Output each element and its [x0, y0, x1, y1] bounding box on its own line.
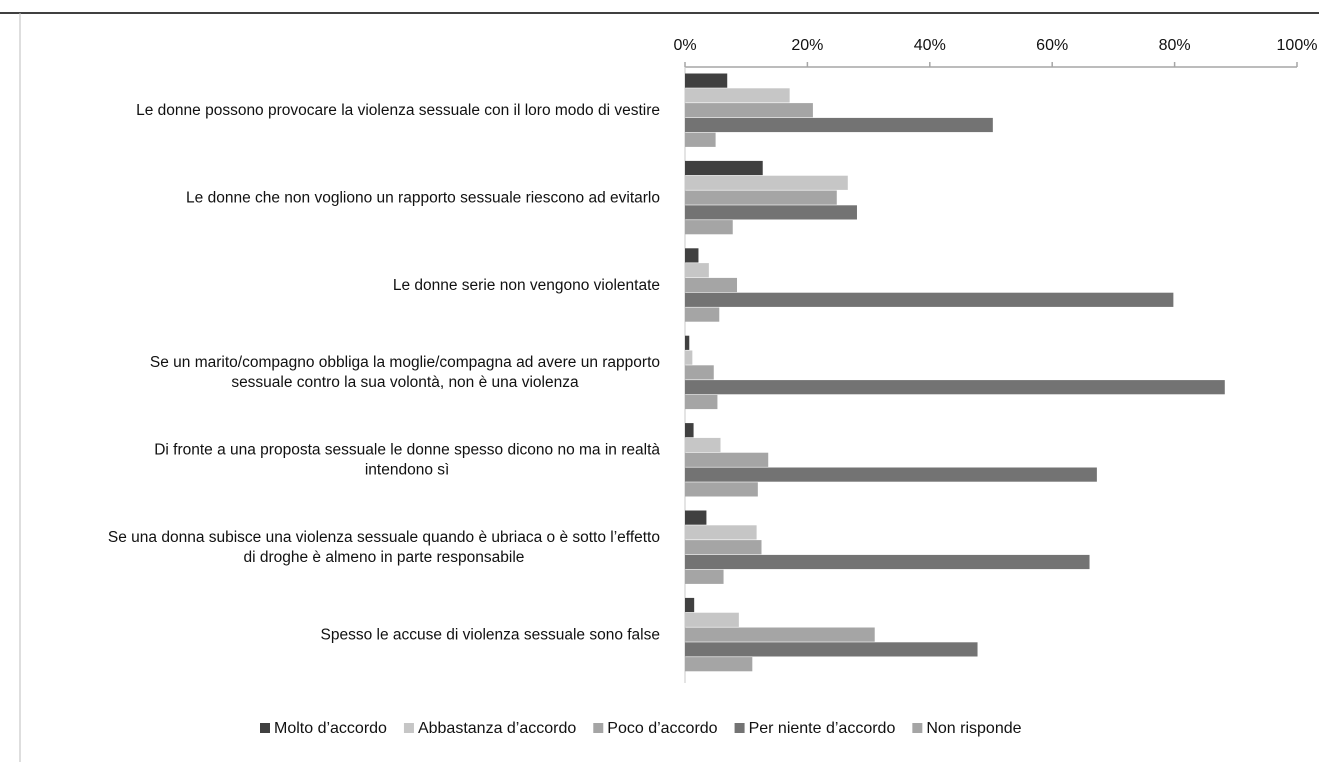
bar [685, 394, 718, 410]
bar [685, 554, 1090, 570]
category-label: Spesso le accuse di violenza sessuale so… [321, 626, 660, 643]
bar [685, 642, 978, 657]
bar [685, 482, 758, 497]
category-label: Se una donna subisce una violenza sessua… [108, 529, 660, 546]
legend-label: Non risponde [926, 720, 1021, 737]
category-label: sessuale contro la sua volontà, non è un… [231, 374, 579, 391]
bar [685, 423, 694, 438]
bar [685, 292, 1174, 307]
legend-swatch [734, 723, 745, 733]
x-tick-label: 40% [914, 37, 946, 54]
category-label: di droghe è almeno in parte responsabile [243, 549, 524, 566]
x-tick-label: 0% [673, 37, 696, 54]
legend-swatch [912, 723, 923, 733]
category-label: Le donne possono provocare la violenza s… [136, 102, 660, 119]
bar [685, 569, 724, 584]
x-tick-label: 100% [1277, 37, 1318, 54]
legend-swatch [593, 723, 604, 733]
category-labels: Le donne possono provocare la violenza s… [108, 102, 660, 643]
x-tick-label: 20% [791, 37, 823, 54]
bar [685, 540, 762, 555]
category-label: Le donne serie non vengono violentate [393, 277, 660, 294]
x-tick-label: 80% [1159, 37, 1191, 54]
legend-swatch [260, 723, 270, 733]
bar [685, 103, 813, 118]
bar [685, 117, 993, 133]
bar [685, 627, 875, 642]
bar [685, 220, 733, 235]
bars [685, 73, 1225, 672]
legend: Molto d’accordo Abbastanza d’accordo Poco … [260, 720, 1022, 737]
bar [685, 612, 739, 627]
legend-label: Molto d’accordo [274, 720, 387, 737]
bar [685, 597, 695, 613]
bar [685, 277, 738, 293]
category-label: Di fronte a una proposta sessuale le don… [154, 442, 660, 459]
bar [685, 73, 728, 88]
bar [685, 350, 693, 365]
bar [685, 307, 720, 322]
bar [685, 510, 707, 525]
bar [685, 657, 753, 672]
x-tick-label: 60% [1036, 37, 1068, 54]
bar [685, 132, 716, 147]
legend-label: Abbastanza d’accordo [418, 720, 576, 737]
legend-label: Poco d’accordo [607, 720, 717, 737]
legend-label: Per niente d’accordo [749, 720, 896, 737]
bar [685, 335, 690, 350]
bar [685, 263, 709, 278]
x-axis: 0% 20% 40% 60% 80% 100% [673, 37, 1317, 683]
bar [685, 380, 1225, 395]
bar [685, 160, 763, 176]
bar [685, 365, 714, 380]
bar [685, 437, 721, 453]
legend-swatch [403, 723, 414, 733]
bar [685, 190, 837, 205]
bar [685, 175, 848, 190]
bar [685, 467, 1097, 482]
bar [685, 248, 699, 263]
category-label: Se un marito/compagno obbliga la moglie/… [150, 354, 660, 371]
bar [685, 525, 757, 540]
bar [685, 88, 790, 103]
bar [685, 205, 857, 220]
category-label: Le donne che non vogliono un rapporto se… [186, 189, 660, 206]
bar [685, 452, 769, 467]
category-label: intendono sì [365, 462, 449, 479]
